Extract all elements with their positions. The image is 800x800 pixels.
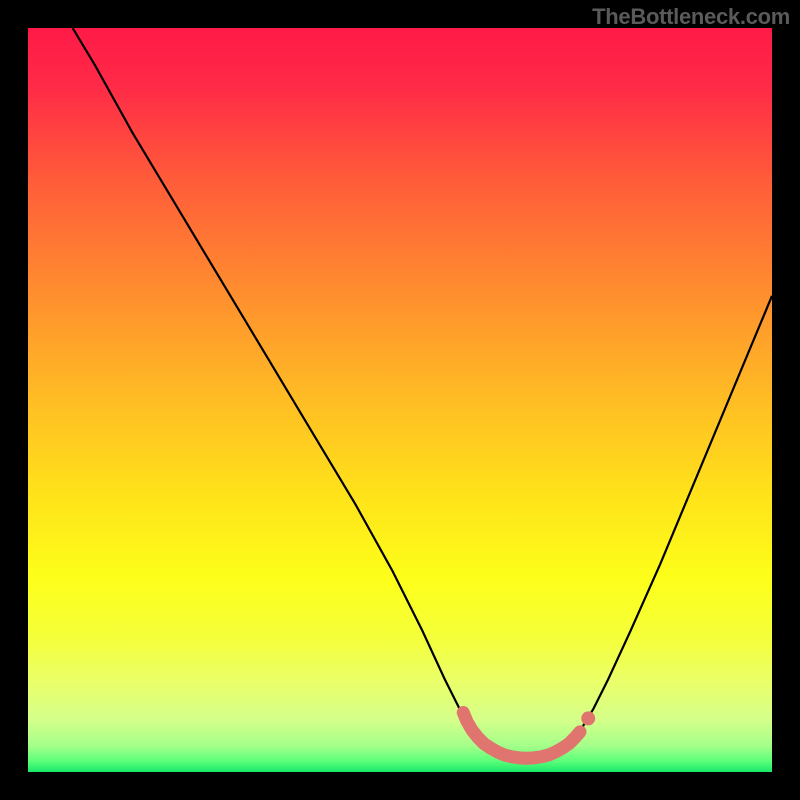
gradient-background — [28, 28, 772, 772]
attribution-label: TheBottleneck.com — [592, 4, 790, 30]
chart-svg — [28, 28, 772, 772]
highlight-end-dot — [581, 711, 595, 725]
bottleneck-curve-chart — [28, 28, 772, 772]
chart-frame: TheBottleneck.com — [0, 0, 800, 800]
